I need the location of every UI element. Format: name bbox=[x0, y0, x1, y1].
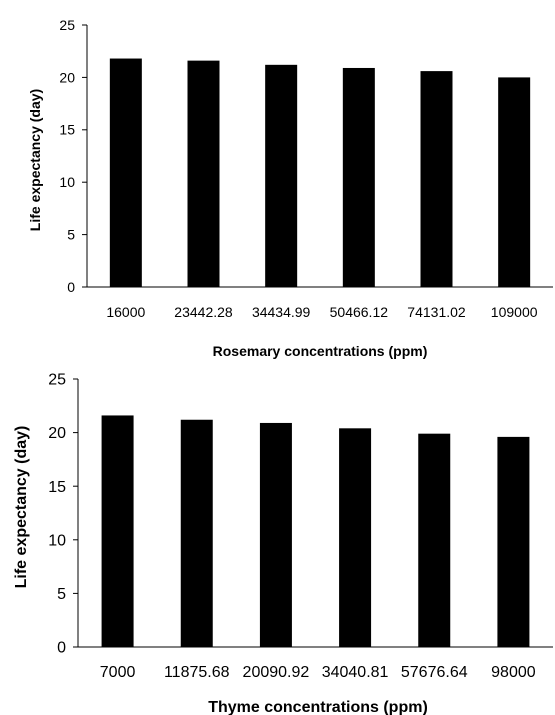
thyme-x-tick-label: 57676.64 bbox=[401, 664, 468, 681]
thyme-axes bbox=[77, 379, 553, 648]
thyme-x-ticks: 7000 11875.68 20090.92 34040.81 57676.64 9800… bbox=[100, 664, 536, 681]
rosemary-bar bbox=[187, 60, 220, 287]
thyme-x-tick-label: 34040.81 bbox=[322, 664, 389, 681]
thyme-y-tick-label: 20 bbox=[48, 425, 66, 442]
rosemary-bars bbox=[109, 58, 531, 288]
rosemary-y-tick-label: 25 bbox=[59, 17, 75, 33]
thyme-y-ticks: 0 5 10 15 20 25 bbox=[48, 372, 78, 657]
rosemary-x-tick-label: 23442.28 bbox=[174, 304, 233, 320]
rosemary-x-tick-label: 34434.99 bbox=[252, 304, 311, 320]
rosemary-x-tick-label: 74131.02 bbox=[407, 304, 466, 320]
thyme-x-axis-label: Thyme concentrations (ppm) bbox=[208, 699, 428, 715]
rosemary-x-tick-label: 109000 bbox=[491, 304, 538, 320]
thyme-bar bbox=[339, 428, 372, 647]
rosemary-x-tick-label: 16000 bbox=[106, 304, 145, 320]
rosemary-y-tick-label: 0 bbox=[67, 279, 75, 295]
thyme-bar bbox=[180, 419, 213, 647]
rosemary-bar bbox=[342, 67, 375, 287]
thyme-y-axis-label: Life expectancy (day) bbox=[13, 426, 30, 589]
rosemary-y-axis-label: Life expectancy (day) bbox=[27, 89, 43, 231]
rosemary-x-ticks: 16000 23442.28 34434.99 50466.12 74131.02 109… bbox=[106, 304, 537, 320]
rosemary-bar bbox=[109, 58, 142, 288]
rosemary-x-axis-label: Rosemary concentrations (ppm) bbox=[213, 343, 428, 359]
rosemary-chart: 16000 23442.28 34434.99 50466.12 74131.02 109… bbox=[27, 17, 553, 359]
rosemary-bar bbox=[420, 71, 453, 287]
thyme-x-tick-label: 7000 bbox=[100, 664, 136, 681]
thyme-x-tick-label: 20090.92 bbox=[243, 664, 310, 681]
rosemary-axes bbox=[86, 25, 553, 288]
thyme-x-tick-label: 98000 bbox=[491, 664, 536, 681]
thyme-bar bbox=[418, 433, 451, 647]
thyme-y-tick-label: 10 bbox=[48, 532, 66, 549]
thyme-y-tick-label: 0 bbox=[57, 640, 66, 657]
thyme-y-tick-label: 15 bbox=[48, 479, 66, 496]
thyme-y-tick-label: 5 bbox=[57, 586, 66, 603]
rosemary-chart-svg: 16000 23442.28 34434.99 50466.12 74131.02 109… bbox=[27, 17, 553, 359]
rosemary-bar bbox=[498, 77, 531, 288]
thyme-bar bbox=[497, 436, 530, 647]
rosemary-y-ticks: 0 5 10 15 20 25 bbox=[59, 17, 87, 295]
rosemary-x-tick-label: 50466.12 bbox=[330, 304, 389, 320]
thyme-bar bbox=[101, 415, 134, 647]
thyme-x-tick-label: 11875.68 bbox=[164, 664, 230, 681]
rosemary-y-tick-label: 15 bbox=[59, 122, 75, 138]
thyme-bars bbox=[101, 415, 530, 647]
rosemary-y-tick-label: 20 bbox=[59, 69, 75, 85]
thyme-bar bbox=[259, 422, 292, 647]
thyme-chart-svg: 7000 11875.68 20090.92 34040.81 57676.64 9800… bbox=[13, 372, 553, 715]
thyme-y-tick-label: 25 bbox=[48, 372, 66, 389]
rosemary-bar bbox=[265, 64, 298, 287]
rosemary-y-tick-label: 10 bbox=[59, 174, 75, 190]
thyme-chart: 7000 11875.68 20090.92 34040.81 57676.64 9800… bbox=[0, 360, 555, 715]
rosemary-y-tick-label: 5 bbox=[67, 227, 75, 243]
